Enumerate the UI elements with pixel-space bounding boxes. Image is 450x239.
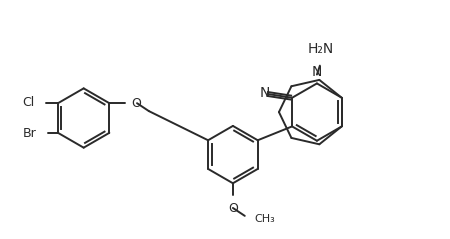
Text: N: N bbox=[260, 86, 270, 100]
Text: O: O bbox=[131, 97, 141, 110]
Text: O: O bbox=[228, 202, 238, 215]
Text: CH₃: CH₃ bbox=[255, 214, 275, 224]
Text: Cl: Cl bbox=[22, 96, 34, 109]
Text: H₂N: H₂N bbox=[308, 42, 334, 56]
Text: N: N bbox=[312, 65, 322, 80]
Text: Br: Br bbox=[22, 127, 36, 140]
